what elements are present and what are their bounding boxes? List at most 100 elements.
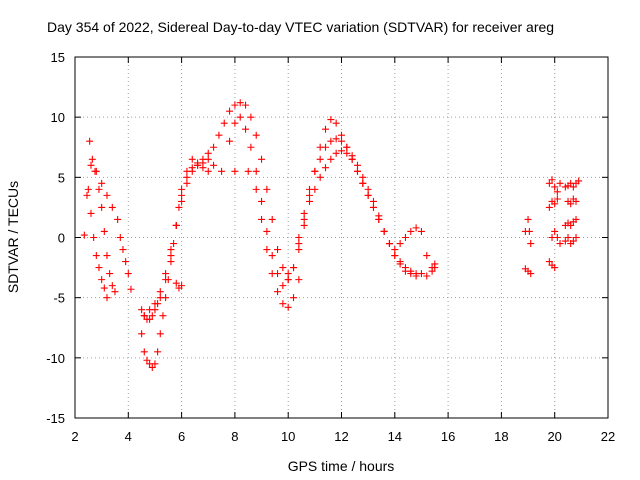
data-point xyxy=(98,276,106,284)
data-point xyxy=(391,246,399,254)
data-point xyxy=(188,155,196,163)
data-point xyxy=(284,303,292,311)
data-point xyxy=(306,185,314,193)
axis-ticks xyxy=(74,56,609,419)
data-point xyxy=(295,240,303,248)
data-point xyxy=(364,185,372,193)
data-point xyxy=(231,119,239,127)
data-point xyxy=(162,270,170,278)
y-tick-label: 10 xyxy=(51,110,65,125)
data-point xyxy=(92,167,100,175)
data-point xyxy=(242,101,250,109)
data-point xyxy=(572,215,580,223)
data-point xyxy=(236,113,244,121)
data-point xyxy=(156,288,164,296)
data-point xyxy=(431,264,439,272)
data-point xyxy=(215,131,223,139)
data-point xyxy=(279,264,287,272)
data-point xyxy=(396,258,404,266)
data-point xyxy=(412,270,420,278)
data-point xyxy=(348,152,356,160)
data-point xyxy=(407,267,415,275)
data-point xyxy=(122,258,130,266)
data-point xyxy=(391,252,399,260)
data-point xyxy=(551,264,559,272)
data-point xyxy=(88,155,96,163)
data-point xyxy=(95,185,103,193)
data-point xyxy=(316,173,324,181)
data-point xyxy=(226,137,234,145)
data-point xyxy=(170,240,178,248)
data-point xyxy=(572,234,580,241)
series-arc-d xyxy=(138,99,292,323)
data-point xyxy=(204,167,212,175)
series-arc-n xyxy=(545,195,561,211)
data-point xyxy=(569,183,577,191)
data-point xyxy=(311,167,319,175)
x-tick-label: 22 xyxy=(601,429,615,444)
data-point xyxy=(103,294,111,302)
x-tick-label: 2 xyxy=(71,429,78,444)
data-point xyxy=(86,137,94,145)
data-point xyxy=(553,234,561,241)
data-point xyxy=(84,185,92,193)
data-point xyxy=(290,294,298,302)
data-point xyxy=(274,246,282,254)
series-arc-c xyxy=(87,161,135,293)
data-point xyxy=(98,203,106,211)
data-point xyxy=(306,197,314,205)
data-point xyxy=(343,149,351,157)
data-point xyxy=(100,227,108,235)
data-point xyxy=(569,237,577,245)
series-arc-b xyxy=(84,185,111,302)
data-point xyxy=(332,119,340,127)
data-point xyxy=(218,167,226,175)
data-point xyxy=(210,161,218,169)
data-point xyxy=(300,221,308,229)
y-tick-labels: -15 -10 -5 0 5 10 15 xyxy=(46,50,65,426)
data-point xyxy=(407,227,415,235)
data-point xyxy=(162,294,170,302)
x-tick-label: 20 xyxy=(547,429,561,444)
data-point xyxy=(252,185,260,193)
data-point xyxy=(369,203,377,211)
data-point xyxy=(338,147,345,155)
x-tick-label: 18 xyxy=(494,429,508,444)
data-point xyxy=(159,312,167,320)
data-point xyxy=(148,312,156,320)
data-point xyxy=(220,119,228,127)
data-point xyxy=(236,99,244,107)
data-point xyxy=(138,330,146,338)
data-point xyxy=(263,246,271,254)
data-point xyxy=(527,240,535,248)
data-point xyxy=(106,270,114,278)
series-arc-g xyxy=(172,279,186,292)
data-point xyxy=(178,282,186,290)
data-point xyxy=(284,276,292,284)
data-point xyxy=(231,167,239,175)
data-point xyxy=(396,240,404,248)
data-point xyxy=(295,276,303,284)
data-point xyxy=(423,272,431,280)
data-point xyxy=(258,197,266,205)
data-point xyxy=(295,234,303,241)
data-point xyxy=(553,195,561,203)
data-point xyxy=(556,179,564,187)
data-point xyxy=(204,149,212,157)
data-point xyxy=(100,284,108,292)
data-point xyxy=(178,191,186,199)
data-point xyxy=(332,149,340,157)
data-point xyxy=(138,306,146,314)
data-point xyxy=(295,246,303,254)
x-tick-label: 4 xyxy=(125,429,132,444)
data-point xyxy=(364,191,372,199)
data-point xyxy=(103,191,111,199)
data-point xyxy=(380,227,388,235)
data-point xyxy=(551,183,559,191)
data-point xyxy=(167,258,175,266)
data-point xyxy=(524,215,532,223)
data-point xyxy=(140,348,148,356)
chart-title: Day 354 of 2022, Sidereal Day-to-day VTE… xyxy=(47,19,554,35)
data-point xyxy=(545,179,553,187)
series-arc-q xyxy=(561,177,583,191)
